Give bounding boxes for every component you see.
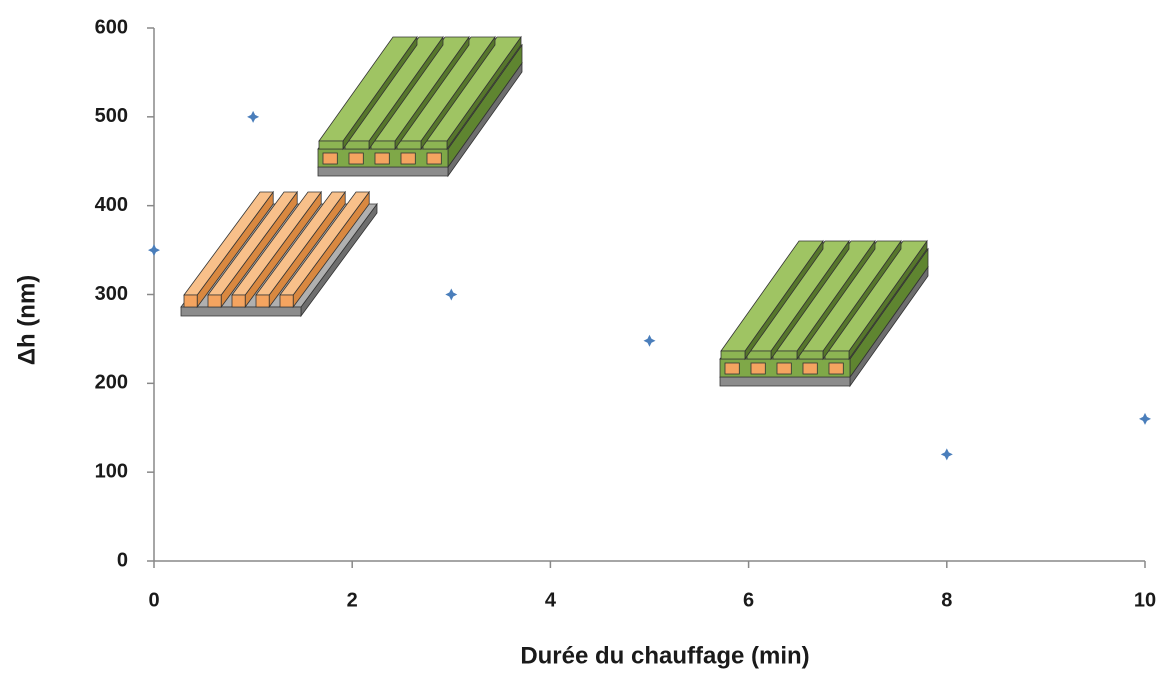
illustrations — [180, 35, 929, 388]
ridge-front — [255, 294, 270, 308]
cover-ridge-front — [344, 140, 370, 150]
ridge-section — [374, 152, 390, 165]
cover-ridge-front — [772, 350, 798, 360]
x-tick-label: 10 — [1134, 589, 1156, 611]
data-point — [643, 334, 656, 347]
data-point — [940, 448, 953, 461]
substrate-front — [180, 306, 302, 317]
y-tick-label: 200 — [95, 372, 128, 394]
data-point — [1139, 412, 1151, 425]
ridge-front — [183, 294, 198, 308]
x-tick-label: 6 — [743, 589, 754, 611]
substrate-front — [719, 376, 851, 387]
x-tick-label: 4 — [545, 589, 557, 611]
data-point — [445, 288, 458, 301]
y-tick-label: 100 — [95, 460, 128, 482]
y-tick-label: 0 — [117, 549, 128, 571]
cover-ridge-front — [824, 350, 850, 360]
cover-ridge-front — [396, 140, 422, 150]
y-tick-label: 400 — [95, 194, 128, 216]
ridge-section — [400, 152, 416, 165]
ridge-section — [724, 362, 740, 375]
ridge-front — [279, 294, 294, 308]
ridge-section — [750, 362, 766, 375]
y-tick-label: 500 — [95, 105, 128, 127]
data-point — [148, 244, 160, 257]
ridge-section — [828, 362, 844, 375]
x-tick-label: 8 — [941, 589, 952, 611]
x-tick-label: 0 — [148, 589, 159, 611]
ridge-section — [776, 362, 792, 375]
cover-ridge-front — [720, 350, 746, 360]
ridge-front — [231, 294, 246, 308]
y-tick-label: 300 — [95, 283, 128, 305]
ridge-section — [426, 152, 442, 165]
ridge-section — [802, 362, 818, 375]
x-axis-title: Durée du chauffage (min) — [520, 642, 809, 669]
ridge-section — [348, 152, 364, 165]
cover-ridge-front — [798, 350, 824, 360]
data-point — [247, 110, 260, 123]
x-tick-label: 2 — [347, 589, 358, 611]
y-axis-title: Δh (nm) — [13, 275, 40, 366]
ridge-front — [207, 294, 222, 308]
y-tick-label: 600 — [95, 16, 128, 38]
cover-ridge-front — [746, 350, 772, 360]
cover-ridge-front — [318, 140, 344, 150]
cover-ridge-front — [422, 140, 448, 150]
ridge-section — [322, 152, 338, 165]
substrate-front — [317, 166, 449, 177]
cover-ridge-front — [370, 140, 396, 150]
